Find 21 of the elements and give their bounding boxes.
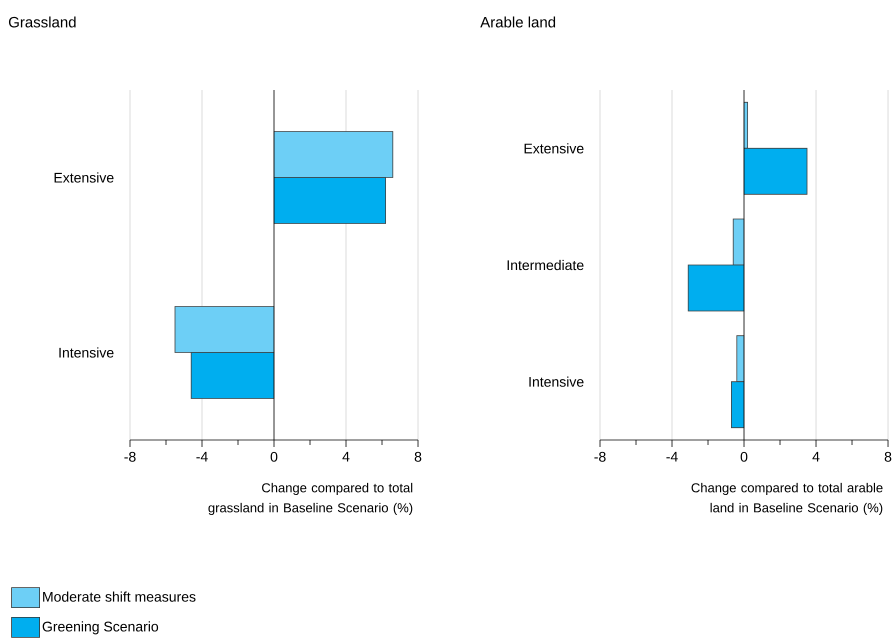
legend-label: Moderate shift measures (43, 591, 196, 602)
x-tick-label: 8 (414, 452, 422, 462)
x-tick-label: 8 (884, 452, 892, 462)
x-tick-label: 4 (812, 452, 820, 462)
chart-title: Grassland (8, 16, 76, 28)
y-tick-label: Extensive (524, 143, 584, 154)
x-tick-label: -8 (124, 452, 136, 462)
x-tick-label: 0 (740, 452, 748, 462)
legend-label: Greening Scenario (42, 621, 158, 634)
x-tick-label: 0 (270, 452, 278, 462)
x-axis-title: Change compared to total arable land in Baseline Scenario (%) (692, 482, 883, 515)
chart-title: Arable land (480, 16, 556, 28)
y-tick-label: Intermediate (508, 260, 584, 270)
x-tick-label: -4 (196, 452, 208, 462)
y-tick-label: Intensive (59, 347, 114, 358)
x-tick-label: 4 (342, 452, 350, 462)
x-axis-title: Change compared to total grassland in Baseline Scenario (%) (208, 482, 412, 515)
y-tick-label: Extensive (54, 172, 114, 183)
x-tick-label: -8 (594, 452, 606, 462)
y-tick-label: Intensive (529, 376, 584, 387)
x-tick-label: -4 (666, 452, 678, 462)
